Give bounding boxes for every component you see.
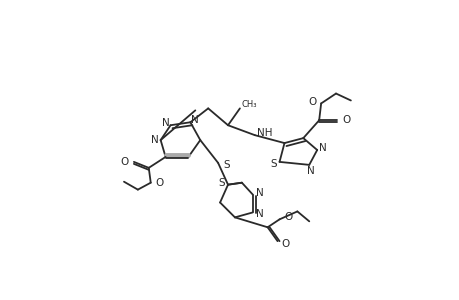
Text: O: O: [284, 212, 292, 222]
Text: N: N: [151, 135, 158, 145]
Text: O: O: [281, 239, 289, 249]
Text: NH: NH: [256, 128, 272, 138]
Text: S: S: [218, 178, 225, 188]
Text: N: N: [319, 143, 326, 153]
Text: N: N: [307, 166, 314, 176]
Text: S: S: [270, 159, 276, 169]
Text: N: N: [255, 209, 263, 219]
Text: N: N: [255, 188, 263, 198]
Text: O: O: [307, 98, 315, 107]
Text: N: N: [162, 118, 169, 128]
Text: O: O: [341, 115, 349, 125]
Text: O: O: [120, 157, 129, 167]
Text: O: O: [155, 178, 163, 188]
Text: CH₃: CH₃: [241, 100, 257, 109]
Text: N: N: [191, 115, 199, 125]
Text: S: S: [223, 160, 229, 170]
